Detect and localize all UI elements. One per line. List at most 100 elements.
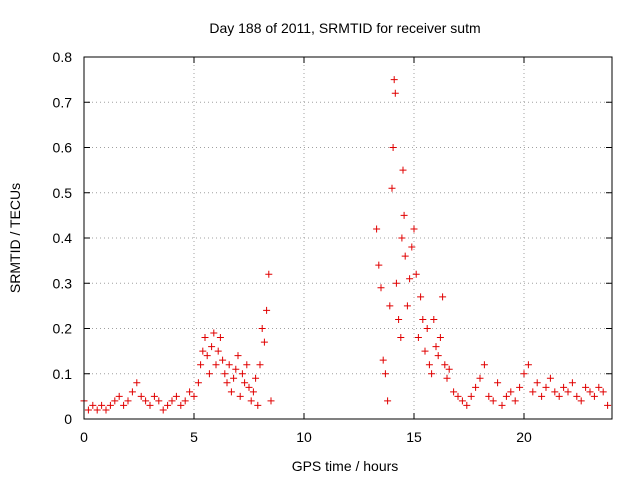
data-point [511,397,519,405]
data-point [417,293,425,301]
data-point [203,352,211,360]
data-point [375,261,383,269]
data-point [159,406,167,414]
data-point [406,275,414,283]
data-point [432,343,440,351]
data-point [439,293,447,301]
data-point [128,388,136,396]
data-point [480,361,488,369]
data-point [93,406,101,414]
data-point [205,370,213,378]
data-point [494,379,502,387]
data-point [212,361,220,369]
data-point [414,334,422,342]
y-tick-label: 0.6 [53,140,73,156]
data-point [194,379,202,387]
data-points [80,76,612,414]
data-point [551,388,559,396]
data-point [555,392,563,400]
data-point [172,392,180,400]
y-tick-label: 0.4 [53,230,73,246]
x-tick-label: 10 [296,429,312,445]
data-point [249,388,257,396]
data-point [373,225,381,233]
data-point [254,401,262,409]
data-point [381,370,389,378]
data-point [389,144,397,151]
data-point [502,392,510,400]
data-point [410,225,418,233]
data-point [106,401,114,409]
data-point [252,374,260,382]
data-point [573,392,581,400]
data-point [168,397,176,405]
data-point [84,406,92,414]
data-point [124,397,132,405]
data-point [247,397,255,405]
data-point [397,334,405,342]
chart-title: Day 188 of 2011, SRMTID for receiver sut… [209,20,480,36]
data-point [560,383,568,391]
y-axis-label: SRMTID / TECUs [7,183,23,293]
data-point [425,361,433,369]
data-point [146,401,154,409]
data-point [256,361,264,369]
data-point [485,392,493,400]
data-point [403,302,411,310]
data-point [223,379,231,387]
data-point [142,397,150,405]
x-tick-label: 0 [80,429,88,445]
data-point [155,397,163,405]
data-point [564,388,572,396]
data-point [221,370,229,378]
data-point [400,211,408,219]
data-point [542,383,550,391]
data-point [391,89,399,97]
data-point [533,379,541,387]
data-point [568,379,576,387]
data-point [472,383,480,391]
data-point [586,388,594,396]
data-point [390,76,398,84]
data-point [398,234,406,242]
data-point [186,388,194,396]
data-point [434,352,442,360]
data-point [582,383,590,391]
data-point [89,401,97,409]
data-point [115,392,123,400]
data-point [395,315,403,323]
data-point [401,252,409,260]
y-tick-label: 0 [64,411,72,427]
data-point [219,356,227,364]
data-point [227,388,235,396]
data-point [102,406,110,414]
x-axis-label: GPS time / hours [292,458,399,474]
data-point [392,279,400,287]
data-point [225,361,233,369]
data-point [216,334,224,342]
data-point [258,325,266,332]
data-point [190,392,198,400]
y-tick-label: 0.1 [53,366,73,382]
data-point [423,325,431,332]
data-point [208,343,216,351]
data-point [232,365,240,373]
data-point [201,334,209,342]
data-point [177,401,185,409]
data-point [386,302,394,310]
data-point [599,388,607,396]
data-point [245,383,253,391]
data-point [234,352,242,360]
data-point [408,243,416,251]
data-point [210,329,218,337]
data-point [230,374,238,382]
data-point [489,397,497,405]
data-point [241,379,249,387]
data-point [498,401,506,409]
data-point [421,347,429,355]
data-point [181,397,189,405]
data-point [590,392,598,400]
data-point [520,370,528,378]
x-tick-label: 15 [406,429,422,445]
data-point [467,392,475,400]
